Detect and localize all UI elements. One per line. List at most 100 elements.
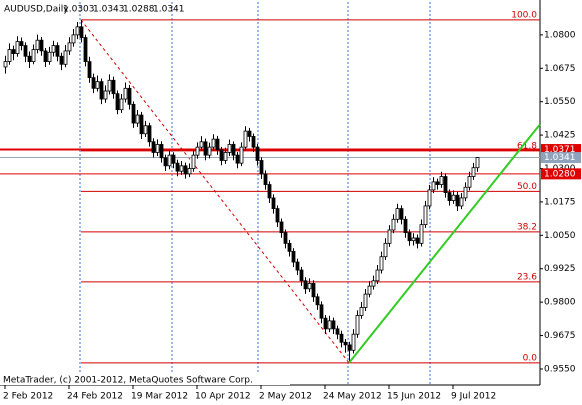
candle-body xyxy=(271,197,276,210)
candle-body xyxy=(95,81,100,89)
candle-body xyxy=(87,61,92,79)
candle-body xyxy=(359,307,364,316)
candle-body xyxy=(191,154,196,169)
candle-body xyxy=(339,333,344,343)
candle-body xyxy=(391,218,396,231)
candle-body xyxy=(175,162,180,172)
trendline-extension xyxy=(476,123,541,204)
candle-body xyxy=(131,103,136,124)
candle-body xyxy=(55,45,60,57)
candle-body xyxy=(319,304,324,319)
candle-body xyxy=(91,77,96,89)
candle-body xyxy=(163,157,168,167)
candle-body xyxy=(43,50,48,63)
candle-body xyxy=(467,176,472,188)
candle-body xyxy=(3,61,8,68)
y-tick-label: 1.0050 xyxy=(544,231,576,241)
y-tick-label: 0.9800 xyxy=(544,298,576,308)
candle-body xyxy=(299,269,304,282)
candle-body xyxy=(283,232,288,244)
candle-body xyxy=(103,90,108,100)
candle-body xyxy=(51,45,56,53)
candle-body xyxy=(167,154,172,167)
candle-body xyxy=(15,41,20,54)
candle-body xyxy=(39,39,44,52)
header-close: 1.0341 xyxy=(153,5,185,15)
candle-body xyxy=(195,146,200,156)
candle-body xyxy=(355,315,360,335)
candle-body xyxy=(423,205,428,226)
candle-body xyxy=(251,136,256,148)
candle-body xyxy=(19,41,24,46)
header-open: 1.0303 xyxy=(63,5,95,15)
candle-body xyxy=(231,144,236,156)
candle-body xyxy=(207,146,212,156)
candle-body xyxy=(371,280,376,287)
candle-body xyxy=(227,144,232,153)
candle-body xyxy=(295,261,300,271)
candle-body xyxy=(67,42,72,52)
candle-body xyxy=(47,51,52,63)
footer-copyright: MetaTrader, (c) 2001-2012, MetaQuotes So… xyxy=(3,376,253,386)
candle-body xyxy=(99,81,104,100)
candle-body xyxy=(71,34,76,44)
candle-body xyxy=(415,237,420,244)
candle-body xyxy=(211,138,216,148)
y-tick-label: 1.0800 xyxy=(544,30,576,40)
candle-body xyxy=(223,152,228,161)
candle-body xyxy=(215,138,220,151)
candle-body xyxy=(183,165,188,175)
candle-body xyxy=(255,146,260,161)
candle-body xyxy=(387,229,392,244)
candle-body xyxy=(35,39,40,50)
candle-body xyxy=(75,26,80,36)
candle-body xyxy=(379,256,384,271)
header-low: 1.0288 xyxy=(123,5,155,15)
candle-body xyxy=(7,49,12,63)
candle-body xyxy=(419,224,424,244)
candle-body xyxy=(143,125,148,135)
candle-body xyxy=(315,296,320,306)
price-box xyxy=(541,144,581,156)
candle-body xyxy=(399,208,404,220)
candle-body xyxy=(203,141,208,156)
y-tick-label: 0.9925 xyxy=(544,264,576,274)
fib-label: 100.0 xyxy=(511,10,537,20)
header-high: 1.0343 xyxy=(93,5,125,15)
price-box-label: 1.0280 xyxy=(544,169,576,179)
candle-body xyxy=(155,144,160,153)
candle-body xyxy=(331,320,336,330)
y-tick-label: 1.0425 xyxy=(544,131,576,141)
price-box xyxy=(541,168,581,180)
chart-symbol: AUDUSD,Daily xyxy=(4,5,69,15)
y-tick-label: 0.9550 xyxy=(544,364,576,374)
candle-body xyxy=(367,285,372,295)
candle-body xyxy=(351,333,356,351)
candle-body xyxy=(147,125,152,143)
candle-body xyxy=(291,250,296,263)
x-tick-label: 9 Jul 2012 xyxy=(451,392,496,402)
candle-body xyxy=(171,154,176,164)
fib-label: 61.8 xyxy=(517,141,537,151)
x-tick-label: 24 Feb 2012 xyxy=(67,392,123,402)
x-tick-label: 10 Apr 2012 xyxy=(195,392,251,402)
candle-body xyxy=(335,328,340,335)
candle-body xyxy=(475,157,480,169)
candle-body xyxy=(451,194,456,201)
candle-body xyxy=(287,242,292,252)
candle-body xyxy=(267,184,272,199)
candle-body xyxy=(403,218,408,234)
x-tick-label: 15 Jun 2012 xyxy=(387,392,441,402)
candle-body xyxy=(471,167,476,177)
candle-body xyxy=(107,79,112,92)
candle-body xyxy=(235,154,240,164)
x-tick-label: 2 May 2012 xyxy=(259,392,312,402)
candle-body xyxy=(275,208,280,223)
candle-body xyxy=(327,320,332,330)
candle-body xyxy=(151,141,156,153)
candle-body xyxy=(411,237,416,242)
candle-body xyxy=(179,165,184,172)
trendline xyxy=(348,202,478,364)
candle-body xyxy=(247,130,252,137)
